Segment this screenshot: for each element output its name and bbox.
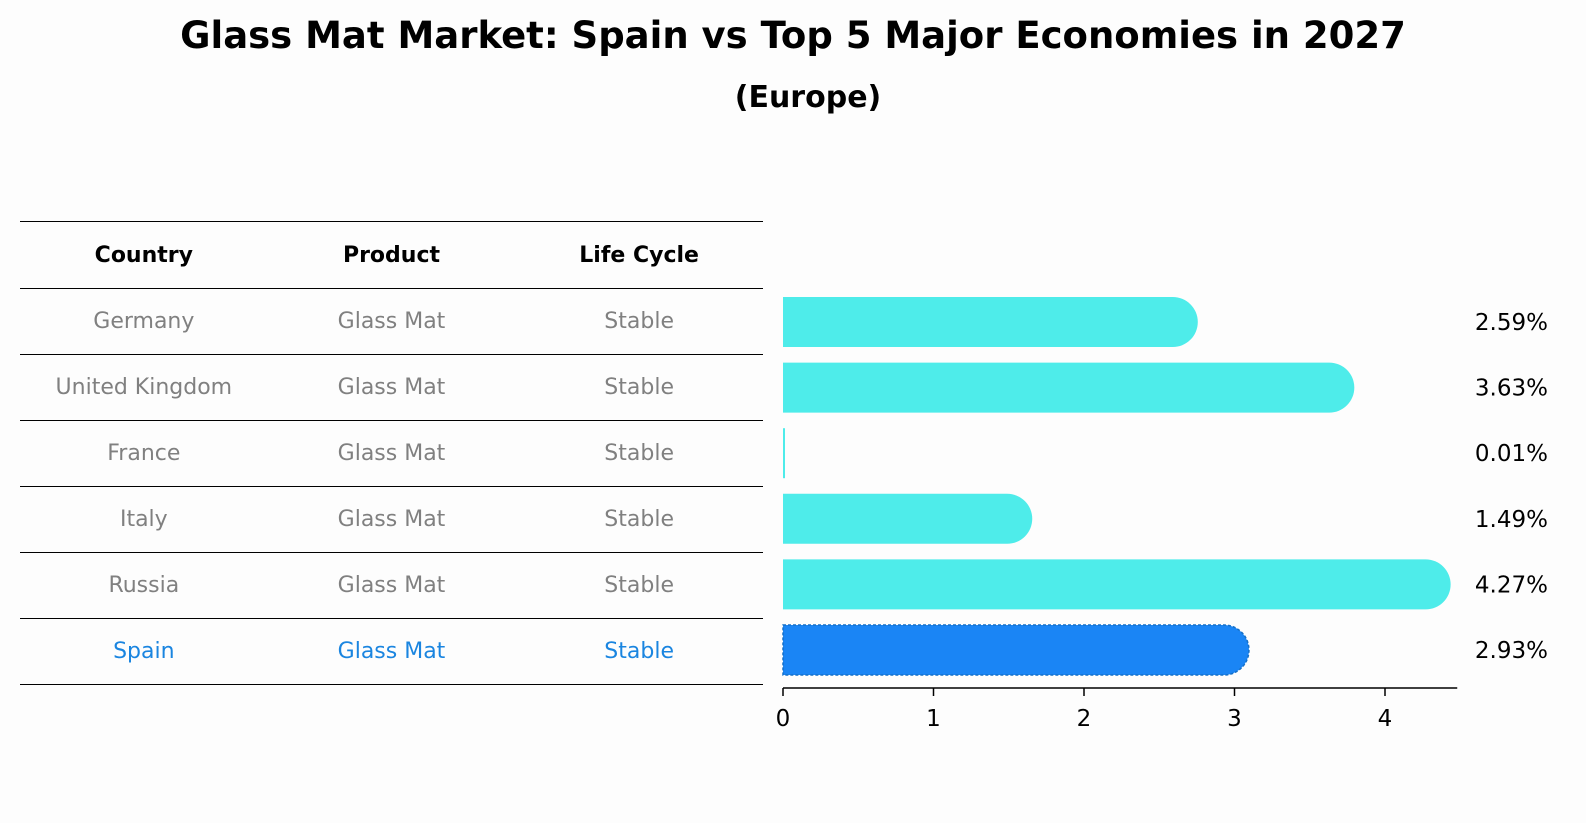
cell-product: Glass Mat: [337, 507, 446, 532]
value-label: 3.63%: [1475, 376, 1548, 402]
header-life-cycle: Life Cycle: [579, 242, 699, 268]
table-rule: [20, 420, 763, 421]
x-tick-label: 4: [1378, 706, 1393, 732]
table-bottom-rule: [20, 684, 763, 685]
table-rule: [20, 288, 763, 289]
bar: [783, 428, 785, 479]
bar: [783, 362, 1355, 413]
bar: [783, 297, 1198, 347]
cell-country: United Kingdom: [55, 375, 233, 400]
cell-country: France: [107, 441, 181, 466]
cell-country: Spain: [113, 639, 175, 664]
header-product: Product: [342, 242, 441, 268]
table-rule: [20, 486, 763, 487]
table-row: Italy Glass Mat Stable: [20, 487, 763, 552]
table-row: Russia Glass Mat Stable: [20, 553, 763, 618]
bar: [783, 559, 1451, 610]
table-top-rule: [20, 221, 763, 222]
cell-life-cycle: Stable: [604, 573, 674, 598]
chart-subtitle: (Europe): [734, 80, 882, 115]
table-rule: [20, 552, 763, 553]
cell-life-cycle: Stable: [604, 441, 674, 466]
cell-country: Italy: [119, 507, 168, 532]
value-label: 1.49%: [1475, 507, 1548, 533]
table-row: Germany Glass Mat Stable: [20, 289, 763, 354]
x-tick-label: 3: [1227, 706, 1242, 732]
table-header-row: Country Product Life Cycle: [20, 222, 763, 288]
header-country: Country: [94, 242, 193, 268]
chart-title: Glass Mat Market: Spain vs Top 5 Major E…: [180, 14, 1406, 57]
cell-country: Russia: [108, 573, 180, 598]
cell-life-cycle: Stable: [604, 309, 674, 334]
x-tick-label: 2: [1077, 706, 1092, 732]
value-label: 2.59%: [1475, 310, 1548, 336]
cell-product: Glass Mat: [337, 573, 446, 598]
cell-product: Glass Mat: [337, 309, 446, 334]
value-label: 0.01%: [1475, 441, 1548, 467]
table-row: United Kingdom Glass Mat Stable: [20, 355, 763, 420]
cell-life-cycle: Stable: [604, 639, 674, 664]
x-tick-label: 1: [926, 706, 941, 732]
value-label: 2.93%: [1475, 638, 1548, 664]
cell-product: Glass Mat: [337, 639, 446, 664]
data-table: Country Product Life Cycle Germany Glass…: [20, 221, 763, 685]
cell-life-cycle: Stable: [604, 507, 674, 532]
bar: [783, 493, 1033, 544]
table-rule: [20, 354, 763, 355]
table-rule: [20, 618, 763, 619]
value-label: 4.27%: [1475, 572, 1548, 598]
cell-life-cycle: Stable: [604, 375, 674, 400]
cell-product: Glass Mat: [337, 441, 446, 466]
cell-country: Germany: [93, 309, 195, 334]
cell-product: Glass Mat: [337, 375, 446, 400]
bar-highlight: [782, 624, 1250, 676]
table-row: France Glass Mat Stable: [20, 421, 763, 486]
table-row-highlight: Spain Glass Mat Stable: [20, 619, 763, 684]
x-tick-label: 0: [776, 706, 791, 732]
